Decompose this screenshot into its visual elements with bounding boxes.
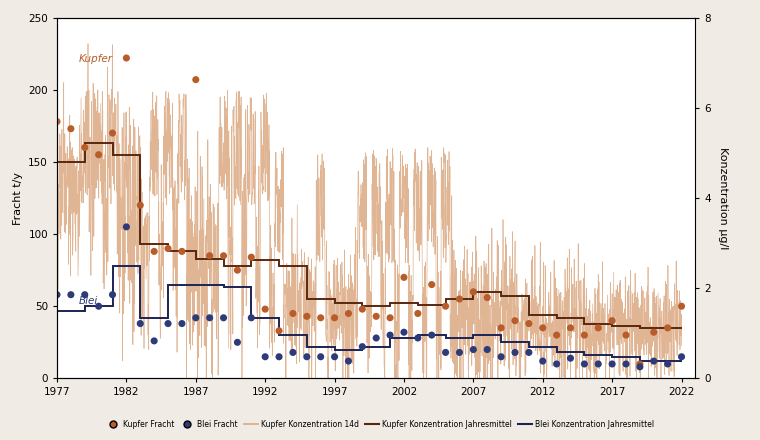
Y-axis label: Fracht t/y: Fracht t/y [13, 172, 23, 224]
Point [135, 320, 147, 327]
Point [328, 314, 340, 321]
Point [287, 349, 299, 356]
Point [259, 353, 271, 360]
Point [634, 360, 646, 367]
Point [426, 281, 438, 288]
Point [79, 144, 91, 151]
Point [65, 125, 77, 132]
Point [370, 313, 382, 320]
Point [509, 317, 521, 324]
Point [231, 267, 243, 274]
Point [537, 358, 549, 365]
Point [467, 288, 480, 295]
Point [398, 274, 410, 281]
Point [481, 346, 493, 353]
Point [190, 76, 202, 83]
Point [217, 314, 230, 321]
Point [412, 334, 424, 341]
Point [120, 224, 132, 231]
Point [148, 337, 160, 345]
Point [648, 329, 660, 336]
Point [439, 349, 451, 356]
Point [606, 360, 618, 367]
Point [315, 314, 327, 321]
Point [273, 327, 285, 334]
Point [176, 320, 188, 327]
Point [648, 358, 660, 365]
Point [287, 310, 299, 317]
Point [620, 360, 632, 367]
Legend: Kupfer Fracht, Blei Fracht, Kupfer Konzentration 14d, Kupfer Konzentration Jahre: Kupfer Fracht, Blei Fracht, Kupfer Konze… [103, 417, 657, 432]
Point [454, 349, 466, 356]
Point [592, 360, 604, 367]
Point [231, 339, 243, 346]
Point [301, 353, 313, 360]
Point [592, 324, 604, 331]
Point [495, 353, 507, 360]
Point [481, 294, 493, 301]
Point [523, 320, 535, 327]
Point [565, 324, 577, 331]
Point [620, 332, 632, 339]
Point [245, 253, 258, 260]
Y-axis label: Konzentration µg/l: Konzentration µg/l [717, 147, 728, 249]
Point [135, 202, 147, 209]
Point [412, 310, 424, 317]
Point [661, 360, 673, 367]
Point [106, 291, 119, 298]
Point [384, 314, 396, 321]
Point [65, 291, 77, 298]
Point [328, 353, 340, 360]
Point [384, 332, 396, 339]
Point [370, 334, 382, 341]
Point [148, 248, 160, 255]
Point [439, 303, 451, 310]
Point [301, 313, 313, 320]
Point [120, 55, 132, 62]
Point [162, 245, 174, 252]
Point [204, 314, 216, 321]
Point [315, 353, 327, 360]
Point [426, 332, 438, 339]
Point [495, 324, 507, 331]
Point [356, 343, 369, 350]
Point [676, 353, 688, 360]
Point [93, 303, 105, 310]
Point [217, 252, 230, 259]
Point [565, 355, 577, 362]
Point [523, 349, 535, 356]
Point [550, 332, 562, 339]
Point [606, 317, 618, 324]
Point [661, 324, 673, 331]
Point [79, 291, 91, 298]
Point [550, 360, 562, 367]
Point [398, 329, 410, 336]
Point [342, 358, 354, 365]
Point [578, 332, 591, 339]
Point [245, 314, 258, 321]
Point [467, 346, 480, 353]
Point [51, 118, 63, 125]
Point [106, 129, 119, 136]
Point [162, 320, 174, 327]
Point [259, 306, 271, 313]
Text: Blei: Blei [79, 296, 99, 306]
Point [634, 363, 646, 370]
Point [578, 360, 591, 367]
Point [93, 151, 105, 158]
Text: Kupfer: Kupfer [79, 54, 113, 64]
Point [676, 303, 688, 310]
Point [176, 248, 188, 255]
Point [204, 252, 216, 259]
Point [190, 314, 202, 321]
Point [273, 353, 285, 360]
Point [342, 310, 354, 317]
Point [454, 296, 466, 303]
Point [509, 349, 521, 356]
Point [537, 324, 549, 331]
Point [356, 306, 369, 313]
Point [51, 291, 63, 298]
